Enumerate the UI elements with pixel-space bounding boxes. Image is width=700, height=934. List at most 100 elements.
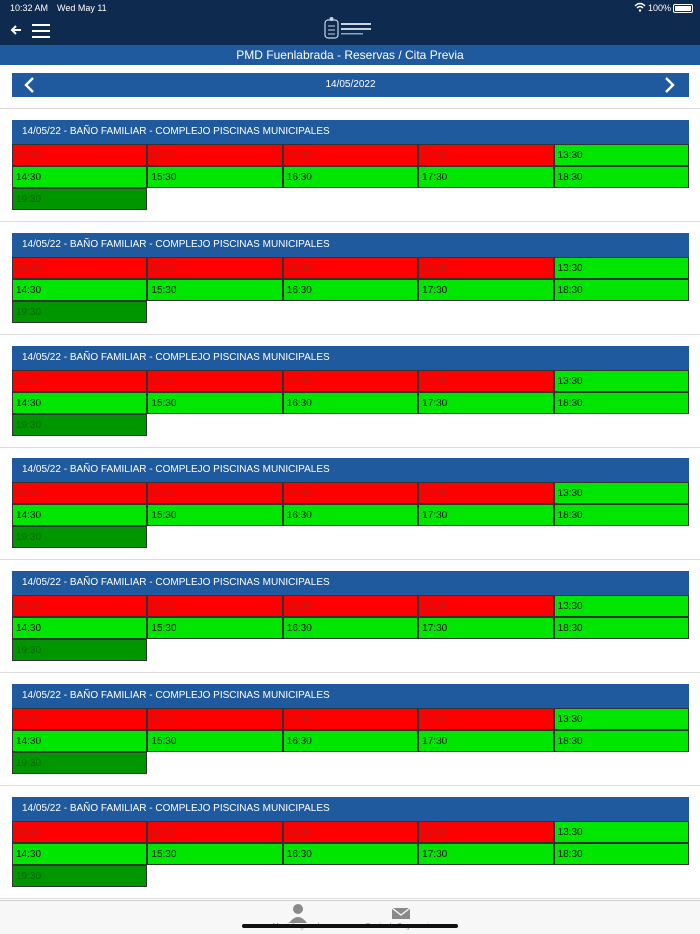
time-slot-green[interactable]: 14:30 [12,279,148,301]
time-slot-red: 12:30 [418,144,554,166]
tab-bar: Menú Logueado Buzón de Sugerencias [0,900,700,934]
time-slot-green[interactable]: 15:30 [147,730,283,752]
back-arrow-icon[interactable] [10,24,22,36]
time-slot-green[interactable]: 13:30 [553,482,689,504]
time-slot-green[interactable]: 17:30 [418,843,554,865]
home-indicator [242,924,458,928]
divider [0,672,700,673]
time-slot-green[interactable]: 13:30 [553,708,689,730]
time-slot-green[interactable]: 15:30 [147,617,283,639]
time-slot-green[interactable]: 16:30 [282,166,419,188]
time-slot-green[interactable]: 14:30 [12,504,148,526]
time-slot-red: 11:30 [282,257,419,279]
time-slot-green[interactable]: 14:30 [12,617,148,639]
schedule-block-title: 14/05/22 - BAÑO FAMILIAR - COMPLEJO PISC… [12,458,689,482]
time-slot-red: 12:30 [418,370,554,392]
time-slot-grid: 09:30 10:30 11:30 12:30 13:30 14:30 15:30 16:30… [12,257,689,323]
time-slot-grid: 09:30 10:30 11:30 12:30 13:30 14:30 15:30 16:30… [12,482,689,548]
time-slot-green[interactable]: 15:30 [147,843,283,865]
time-slot-red: 10:30 [147,370,283,392]
time-slot-green[interactable]: 15:30 [147,279,283,301]
time-slot-dark[interactable]: 19:30 [12,639,148,661]
status-time: 10:32 AM [10,3,49,13]
time-slot-grid: 09:30 10:30 11:30 12:30 13:30 14:30 15:30 16:30… [12,370,689,436]
time-slot-red: 10:30 [147,257,283,279]
schedule-block-title: 14/05/22 - BAÑO FAMILIAR - COMPLEJO PISC… [12,346,689,370]
time-slot-green[interactable]: 14:30 [12,843,148,865]
time-slot-red: 10:30 [147,595,283,617]
time-slot-green[interactable]: 16:30 [282,392,419,414]
schedule-block-title: 14/05/22 - BAÑO FAMILIAR - COMPLEJO PISC… [12,571,689,595]
time-slot-green[interactable]: 15:30 [147,166,283,188]
time-slot-red: 09:30 [12,595,148,617]
time-slot-green[interactable]: 18:30 [553,504,689,526]
schedule-block: 14/05/22 - BAÑO FAMILIAR - COMPLEJO PISC… [12,233,689,323]
schedule-block-title: 14/05/22 - BAÑO FAMILIAR - COMPLEJO PISC… [12,797,689,821]
schedule-block: 14/05/22 - BAÑO FAMILIAR - COMPLEJO PISC… [12,571,689,661]
time-slot-green[interactable]: 17:30 [418,392,554,414]
time-slot-dark[interactable]: 19:30 [12,301,148,323]
time-slot-green[interactable]: 18:30 [553,617,689,639]
time-slot-red: 12:30 [418,708,554,730]
hamburger-menu-icon[interactable] [32,24,50,38]
time-slot-green[interactable]: 17:30 [418,504,554,526]
status-date: Wed May 11 [57,3,107,13]
time-slot-red: 12:30 [418,257,554,279]
time-slot-green[interactable]: 16:30 [282,279,419,301]
time-slot-grid: 09:30 10:30 11:30 12:30 13:30 14:30 15:30 16:30… [12,821,689,887]
date-navigator: 14/05/2022 [12,73,689,97]
schedule-block: 14/05/22 - BAÑO FAMILIAR - COMPLEJO PISC… [12,797,689,887]
time-slot-green[interactable]: 14:30 [12,392,148,414]
time-slot-red: 12:30 [418,482,554,504]
time-slot-red: 09:30 [12,370,148,392]
time-slot-green[interactable]: 15:30 [147,504,283,526]
divider [0,447,700,448]
divider [0,559,700,560]
time-slot-dark[interactable]: 19:30 [12,752,148,774]
time-slot-red: 11:30 [282,595,419,617]
divider [0,898,700,899]
time-slot-green[interactable]: 18:30 [553,730,689,752]
time-slot-red: 11:30 [282,708,419,730]
schedule-block-title: 14/05/22 - BAÑO FAMILIAR - COMPLEJO PISC… [12,233,689,257]
chevron-left-icon[interactable] [22,76,36,94]
time-slot-red: 10:30 [147,144,283,166]
time-slot-green[interactable]: 13:30 [553,144,689,166]
time-slot-red: 09:30 [12,482,148,504]
battery-icon [673,4,693,13]
time-slot-green[interactable]: 18:30 [553,166,689,188]
time-slot-green[interactable]: 13:30 [553,257,689,279]
time-slot-red: 11:30 [282,821,419,843]
time-slot-green[interactable]: 17:30 [418,279,554,301]
time-slot-green[interactable]: 16:30 [282,843,419,865]
battery-percent: 100% [648,3,672,13]
app-toolbar [0,16,700,45]
time-slot-dark[interactable]: 19:30 [12,414,148,436]
current-date: 14/05/2022 [325,79,376,90]
time-slot-green[interactable]: 18:30 [553,392,689,414]
fuenlabrada-logo [324,17,371,39]
time-slot-green[interactable]: 16:30 [282,504,419,526]
time-slot-dark[interactable]: 19:30 [12,188,148,210]
time-slot-green[interactable]: 16:30 [282,617,419,639]
time-slot-green[interactable]: 17:30 [418,617,554,639]
time-slot-green[interactable]: 17:30 [418,730,554,752]
divider [0,785,700,786]
time-slot-green[interactable]: 15:30 [147,392,283,414]
time-slot-dark[interactable]: 19:30 [12,865,148,887]
time-slot-green[interactable]: 13:30 [553,595,689,617]
time-slot-green[interactable]: 18:30 [553,279,689,301]
time-slot-green[interactable]: 16:30 [282,730,419,752]
time-slot-dark[interactable]: 19:30 [12,526,148,548]
time-slot-red: 10:30 [147,708,283,730]
time-slot-green[interactable]: 14:30 [12,730,148,752]
time-slot-green[interactable]: 13:30 [553,821,689,843]
time-slot-green[interactable]: 17:30 [418,166,554,188]
time-slot-green[interactable]: 14:30 [12,166,148,188]
page-title: PMD Fuenlabrada - Reservas / Cita Previa [0,45,700,65]
divider [0,108,700,109]
time-slot-green[interactable]: 18:30 [553,843,689,865]
time-slot-red: 09:30 [12,257,148,279]
chevron-right-icon[interactable] [663,76,677,94]
time-slot-green[interactable]: 13:30 [553,370,689,392]
